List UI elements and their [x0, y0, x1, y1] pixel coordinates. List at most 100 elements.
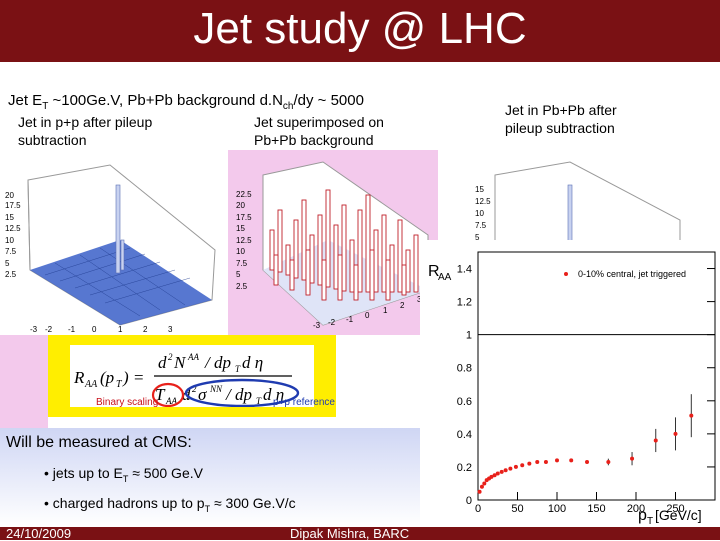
svg-text:12.5: 12.5: [236, 236, 252, 245]
svg-text:15: 15: [5, 213, 14, 222]
data-point: [503, 468, 508, 473]
svg-text:-1: -1: [68, 325, 76, 334]
svg-text:2: 2: [168, 352, 173, 362]
svg-text:20: 20: [236, 201, 245, 210]
data-point: [543, 459, 548, 464]
binary-scaling-circle: [151, 382, 185, 408]
y-tick-label: 0.6: [457, 396, 472, 408]
pp-reference-circle: [184, 378, 300, 408]
svg-text:/ dp: / dp: [204, 353, 231, 372]
svg-text:10: 10: [5, 236, 14, 245]
caption-right: Jet in Pb+Pb after pileup subtraction: [505, 101, 617, 137]
svg-text:15: 15: [475, 185, 484, 194]
data-point: [520, 463, 525, 468]
jet-spike: [567, 184, 573, 245]
y-tick-label: 0.2: [457, 462, 472, 474]
data-point: [489, 474, 494, 479]
data-point: [479, 484, 484, 489]
caption-line: subtraction: [18, 132, 87, 148]
bullet-text: • charged hadrons up to p: [44, 495, 205, 511]
slide-title: Jet study @ LHC: [193, 4, 527, 53]
caption-line: Pb+Pb background: [254, 132, 374, 148]
svg-text:AA: AA: [165, 396, 177, 406]
svg-text:-2: -2: [328, 318, 336, 327]
lego-plot-pbpb-subtracted: 15 12.5 10 7.5 5: [450, 150, 720, 245]
binary-scaling-label: Binary scaling: [96, 397, 159, 408]
lego-bars: [269, 189, 419, 301]
svg-text:7.5: 7.5: [475, 221, 487, 230]
caption-left: Jet in p+p after pileup subtraction: [18, 113, 152, 149]
svg-text:3: 3: [168, 325, 173, 334]
data-point: [689, 413, 694, 418]
x-tick-label: 0: [475, 503, 481, 515]
svg-text:T: T: [256, 396, 262, 406]
data-point: [499, 469, 504, 474]
svg-text:15: 15: [236, 224, 245, 233]
x-tick-label: 150: [587, 503, 605, 515]
caption-line: Jet superimposed on: [254, 114, 384, 130]
raa-formula: R AA (p T ) = d 2 N AA / dp T d η T AA d…: [70, 345, 314, 408]
pp-reference-label: p+p reference: [273, 397, 335, 408]
svg-text:NN: NN: [209, 384, 223, 394]
svg-text:12.5: 12.5: [5, 224, 21, 233]
svg-text:17.5: 17.5: [5, 201, 21, 210]
jet-spike: [115, 184, 121, 274]
svg-text:17.5: 17.5: [236, 213, 252, 222]
lego-floor: [30, 240, 212, 325]
svg-text:AA: AA: [84, 379, 98, 390]
footer-bar: 24/10/2009 Dipak Mishra, BARC: [0, 526, 720, 541]
svg-text:0: 0: [92, 325, 97, 334]
raa-formula-graphic: R AA (p T ) = d 2 N AA / dp T d η T AA d…: [73, 352, 300, 408]
footer-author: Dipak Mishra, BARC: [290, 526, 410, 541]
svg-text:(p: (p: [100, 368, 114, 387]
bullet-sub: T: [122, 473, 129, 484]
svg-text:5: 5: [5, 259, 10, 268]
svg-text:2.5: 2.5: [236, 282, 248, 291]
svg-text:d: d: [158, 353, 167, 372]
svg-text:d η: d η: [242, 353, 263, 372]
svg-text:[GeV/c]: [GeV/c]: [655, 507, 702, 523]
pink-strip: [0, 335, 48, 428]
data-point: [630, 456, 635, 461]
data-point: [653, 438, 658, 443]
y-tick-label: 1.2: [457, 297, 472, 309]
data-point: [527, 461, 532, 466]
svg-text:7.5: 7.5: [236, 259, 248, 268]
svg-text:-3: -3: [313, 321, 321, 330]
y-tick-label: 0: [466, 495, 472, 507]
data-point: [482, 481, 487, 486]
svg-text:T: T: [235, 364, 241, 374]
caption-middle: Jet superimposed on Pb+Pb background: [254, 113, 384, 149]
subtitle-sub: T: [42, 101, 49, 112]
caption-line: pileup subtraction: [505, 120, 615, 136]
svg-text:/ dp: / dp: [225, 385, 252, 404]
y-tick-label: 0.4: [457, 429, 472, 441]
svg-text:0: 0: [365, 311, 370, 320]
subtitle-part: Jet E: [8, 92, 43, 109]
caption-line: Jet in Pb+Pb after: [505, 102, 617, 118]
data-point: [606, 459, 611, 464]
formula-box: R AA (p T ) = d 2 N AA / dp T d η T AA d…: [48, 335, 336, 417]
legend-entry: 0-10% central, jet triggered: [578, 269, 686, 279]
svg-text:-2: -2: [45, 325, 53, 334]
svg-text:20: 20: [5, 191, 14, 200]
svg-text:d η: d η: [263, 385, 284, 404]
data-point: [477, 489, 482, 494]
svg-text:10: 10: [236, 247, 245, 256]
jet-spike: [120, 239, 125, 271]
bullet-text: ≈ 500 Ge.V: [128, 465, 203, 481]
y-tick-label: 1.4: [457, 264, 472, 276]
svg-text:2: 2: [143, 325, 148, 334]
slide-subtitle: Jet ET ~100Ge.V, Pb+Pb background d.Nch/…: [8, 92, 364, 112]
svg-text:N: N: [173, 353, 187, 372]
svg-text:7.5: 7.5: [5, 247, 17, 256]
y-tick-label: 1: [466, 330, 472, 342]
svg-text:R: R: [428, 263, 440, 280]
data-point: [508, 466, 513, 471]
svg-text:5: 5: [236, 270, 241, 279]
data-point: [555, 458, 559, 463]
bullet-jets: • jets up to ET ≈ 500 Ge.V: [44, 465, 203, 484]
data-point: [492, 473, 497, 478]
svg-text:12.5: 12.5: [475, 197, 491, 206]
y-axis-label: R AA: [428, 263, 452, 283]
